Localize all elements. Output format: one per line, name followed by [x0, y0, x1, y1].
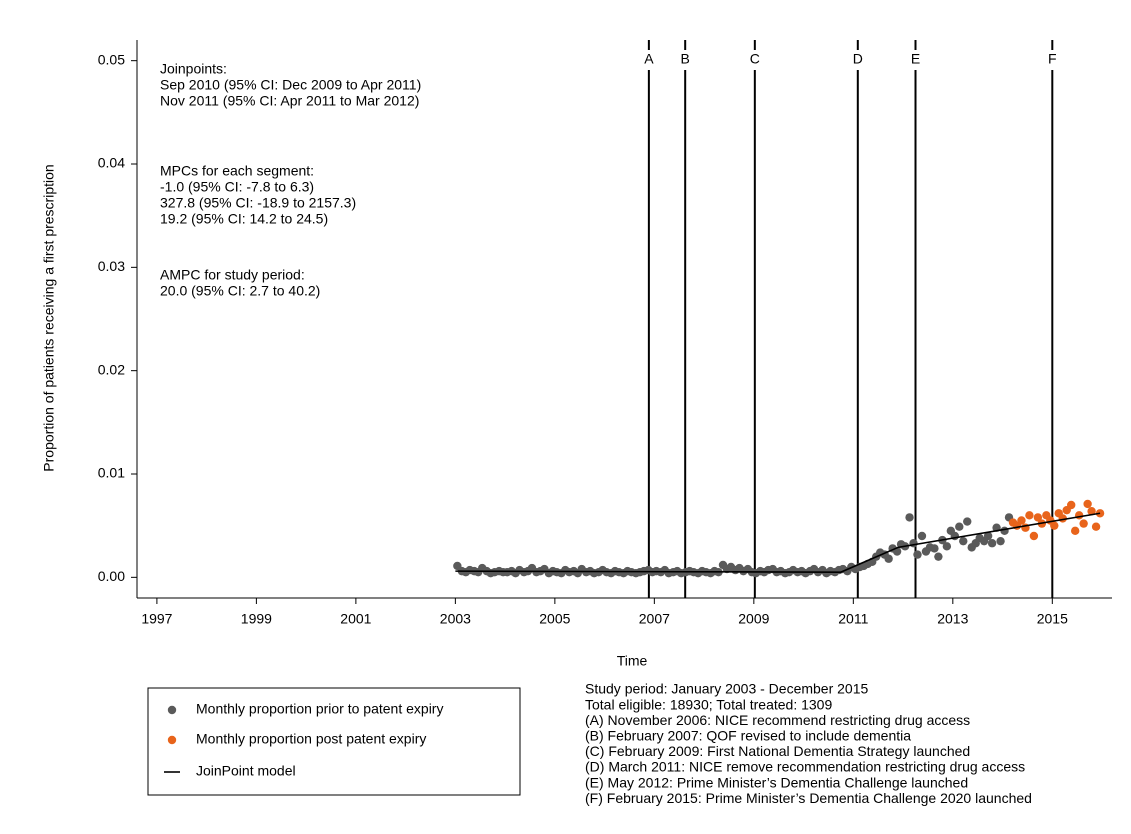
data-point	[959, 536, 968, 546]
x-tick-label: 2003	[440, 611, 471, 627]
legend-box	[147, 687, 521, 796]
y-tick-label: 0.02	[98, 361, 125, 377]
annotation: Nov 2011 (95% CI: Apr 2011 to Mar 2012)	[160, 93, 419, 109]
data-point	[917, 531, 927, 541]
data-point	[934, 552, 943, 561]
data-point	[909, 539, 918, 548]
data-point	[955, 522, 964, 531]
annotation: 19.2 (95% CI: 14.2 to 24.5)	[160, 211, 328, 227]
data-point	[1083, 499, 1092, 509]
legend-label: JoinPoint model	[196, 763, 296, 779]
data-point	[1079, 519, 1088, 528]
data-point	[983, 531, 993, 541]
event-label: B	[681, 51, 690, 67]
footnote: (E) May 2012: Prime Minister’s Dementia …	[585, 774, 968, 790]
event-label: C	[750, 51, 760, 67]
footnote: (C) February 2009: First National Dement…	[585, 743, 970, 759]
annotation: AMPC for study period:	[160, 267, 305, 283]
event-label: D	[853, 51, 863, 67]
event-label: A	[644, 51, 654, 67]
data-point	[905, 513, 914, 522]
footnote: Study period: January 2003 - December 20…	[585, 681, 868, 697]
data-point	[1067, 500, 1076, 510]
x-tick-label: 2015	[1037, 611, 1068, 627]
data-point	[1000, 526, 1009, 536]
model-line	[455, 512, 1101, 573]
data-point	[1029, 531, 1039, 541]
legend-label: Monthly proportion post patent expiry	[196, 731, 426, 747]
annotation: Sep 2010 (95% CI: Dec 2009 to Apr 2011)	[160, 77, 421, 93]
x-tick-label: 2011	[838, 611, 868, 627]
data-point	[1025, 511, 1034, 520]
y-tick-label: 0.00	[98, 568, 125, 584]
y-tick-label: 0.01	[98, 465, 125, 481]
data-point	[1087, 507, 1096, 516]
event-label: E	[911, 51, 920, 67]
annotation: Joinpoints:	[160, 61, 227, 77]
footnote: (D) March 2011: NICE remove recommendati…	[585, 759, 1025, 775]
annotation: 327.8 (95% CI: -18.9 to 2157.3)	[160, 195, 356, 211]
event-label: F	[1048, 51, 1057, 67]
footnote: (A) November 2006: NICE recommend restri…	[585, 712, 970, 728]
x-tick-label: 2013	[937, 611, 968, 627]
data-point	[1070, 526, 1080, 536]
data-point	[987, 539, 997, 548]
x-axis-label: Time	[617, 653, 648, 669]
data-point	[930, 544, 939, 553]
data-point	[942, 542, 952, 551]
data-point	[1074, 511, 1084, 520]
data-point	[884, 554, 893, 563]
y-tick-label: 0.03	[98, 258, 125, 274]
y-tick-label: 0.05	[98, 51, 125, 67]
data-point	[1017, 516, 1026, 525]
data-point	[996, 536, 1005, 546]
footnote: (F) February 2015: Prime Minister’s Deme…	[585, 790, 1032, 806]
x-tick-label: 1999	[241, 611, 272, 627]
x-tick-label: 1997	[141, 611, 172, 627]
data-point	[1033, 513, 1043, 522]
x-tick-label: 2009	[738, 611, 769, 627]
data-point	[1091, 522, 1101, 531]
data-point	[1050, 521, 1059, 530]
footnote: Total eligible: 18930; Total treated: 13…	[585, 696, 832, 712]
y-axis-label: Proportion of patients receiving a first…	[41, 164, 57, 471]
annotation: MPCs for each segment:	[160, 163, 314, 179]
x-tick-label: 2001	[340, 611, 371, 627]
legend-marker	[167, 705, 177, 715]
x-tick-label: 2007	[639, 611, 670, 627]
data-point	[963, 517, 972, 526]
data-point	[913, 550, 922, 559]
legend-marker	[167, 735, 177, 745]
annotation: -1.0 (95% CI: -7.8 to 6.3)	[160, 179, 314, 195]
footnote: (B) February 2007: QOF revised to includ…	[585, 728, 911, 744]
legend-label: Monthly proportion prior to patent expir…	[196, 701, 443, 717]
annotation: 20.0 (95% CI: 2.7 to 40.2)	[160, 283, 320, 299]
y-tick-label: 0.04	[98, 155, 125, 171]
x-tick-label: 2005	[539, 611, 570, 627]
